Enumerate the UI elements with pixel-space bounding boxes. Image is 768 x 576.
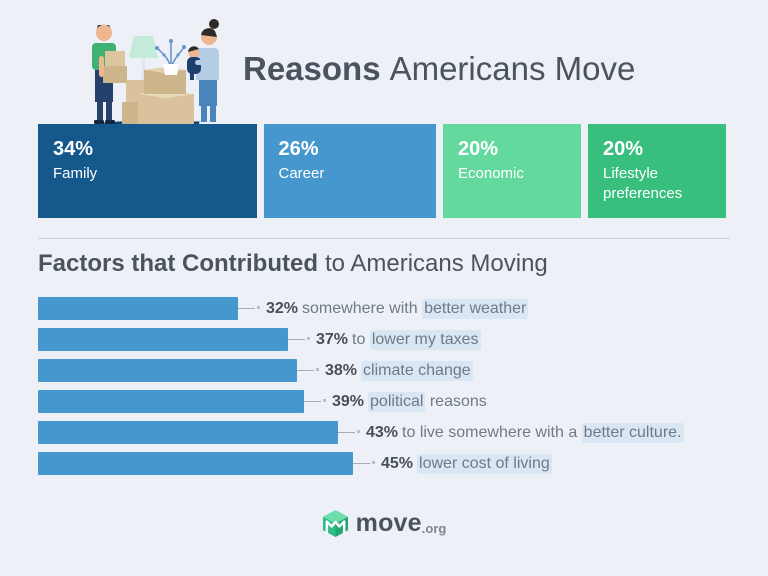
factors-heading: Factors that Contributed to Americans Mov… [38, 250, 548, 278]
factor-percent: 38% [325, 361, 358, 379]
factor-label: 38% climate change [325, 360, 473, 381]
reason-blocks: 34% Family 26% Career 20% Economic 20% Lifestyl… [38, 124, 726, 218]
connector-dot [316, 368, 319, 371]
block-percent: 20% [603, 138, 644, 160]
factor-bar-row: 32% somewhere with better weather [38, 297, 684, 320]
factor-percent: 37% [316, 330, 349, 348]
reason-block-family: 34% Family [38, 124, 257, 218]
factor-label-segment: lower my taxes [369, 329, 481, 350]
block-label: Economic [458, 165, 524, 182]
factor-bar-row: 37% to lower my taxes [38, 328, 684, 351]
factor-label-segment: climate change [361, 360, 473, 381]
connector-dot [257, 306, 260, 309]
connector-dot [357, 430, 360, 433]
factors-heading-bold: Factors that Contributed [38, 250, 318, 277]
move-logo-cube-icon [322, 509, 348, 537]
factor-label-segment: better culture. [581, 422, 684, 443]
block-label: Lifestyle preferences [603, 165, 683, 202]
factor-label-segment: to live somewhere with a [402, 423, 582, 441]
brand-suffix: .org [421, 521, 447, 536]
block-percent: 26% [278, 138, 319, 160]
connector-line [353, 461, 375, 464]
connector-line [297, 368, 319, 371]
woman-with-baby-figure [187, 19, 219, 126]
factor-percent: 45% [381, 454, 414, 472]
factor-label: 39% political reasons [332, 391, 487, 412]
family-moving-boxes-illustration [92, 19, 220, 130]
factor-percent: 32% [266, 299, 299, 317]
factor-label-segment: somewhere with [302, 299, 423, 317]
factor-percent: 39% [332, 392, 365, 410]
factor-label-segment: better weather [422, 298, 529, 319]
factor-bar [38, 359, 297, 382]
factor-label-segment: to [352, 330, 370, 348]
factor-bar-row: 45% lower cost of living [38, 452, 684, 475]
factor-label: 32% somewhere with better weather [266, 298, 529, 319]
brand-name: move [355, 508, 422, 537]
factor-bar [38, 390, 304, 413]
page-title-bold: Reasons [243, 50, 381, 87]
factor-bar [38, 421, 338, 444]
block-percent: 34% [53, 138, 94, 160]
connector-dot [372, 461, 375, 464]
factors-heading-rest: to Americans Moving [325, 250, 548, 277]
footer-brand: move .org [0, 505, 768, 541]
connector-dot [307, 337, 310, 340]
factor-bar-row: 39% political reasons [38, 390, 684, 413]
block-percent: 20% [458, 138, 499, 160]
connector-line [338, 430, 360, 433]
page-title-rest: Americans Move [389, 50, 636, 87]
connector-line [304, 399, 326, 402]
factor-bar [38, 297, 238, 320]
block-label: Family [53, 165, 98, 182]
reason-block-career: 26% Career [263, 124, 436, 218]
factor-bar-row: 38% climate change [38, 359, 684, 382]
factor-bar [38, 328, 288, 351]
factor-label: 45% lower cost of living [381, 453, 552, 474]
man-figure [92, 24, 127, 124]
factor-percent: 43% [366, 423, 399, 441]
factor-label: 43% to live somewhere with a better cultu… [366, 422, 684, 443]
reason-block-economic: 20% Economic [443, 124, 581, 218]
reason-block-lifestyle-preferences: 20% Lifestyle preferences [588, 124, 726, 218]
connector-line [288, 337, 310, 340]
factor-label-segment: lower cost of living [417, 453, 552, 474]
section-divider [38, 238, 730, 239]
factor-bars: 32% somewhere with better weather 37% to lo… [38, 297, 684, 483]
factor-label-segment: reasons [425, 392, 487, 410]
factor-bar [38, 452, 353, 475]
connector-dot [323, 399, 326, 402]
block-label: Career [278, 165, 325, 182]
factor-label: 37% to lower my taxes [316, 329, 481, 350]
factor-bar-row: 43% to live somewhere with a better cultu… [38, 421, 684, 444]
page-title: Reasons Americans Move [243, 50, 635, 88]
factor-label-segment: political [368, 391, 426, 412]
connector-line [238, 306, 260, 309]
